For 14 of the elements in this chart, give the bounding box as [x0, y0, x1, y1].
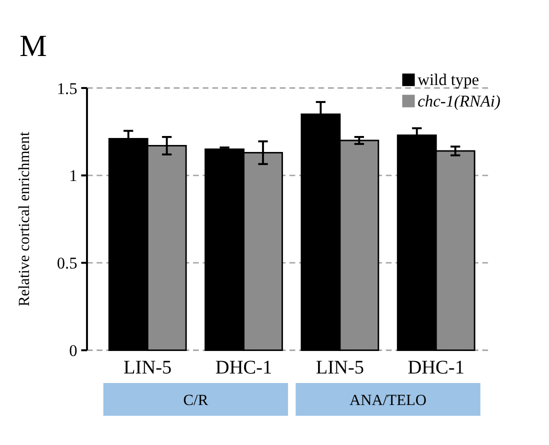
- y-tick-label: 1.5: [56, 78, 78, 98]
- chart-title: M: [20, 29, 47, 64]
- y-tick-label: 0.5: [56, 254, 78, 273]
- text: ANA/TELO: [350, 392, 427, 410]
- y-tick-label: 0: [69, 340, 78, 360]
- y-tick-label: 1: [69, 166, 78, 186]
- legend-label: wild type: [418, 70, 480, 90]
- x-tick-label: LIN-5: [316, 357, 364, 378]
- x-tick-label: DHC-1: [408, 357, 464, 378]
- legend-label: chc-1(RNAi): [418, 91, 500, 110]
- x-tick-label: LIN-5: [124, 357, 172, 378]
- x-tick-label: DHC-1: [215, 357, 272, 378]
- text: C/R: [183, 392, 209, 410]
- y-axis-title: Relative cortical enrichment: [16, 131, 34, 306]
